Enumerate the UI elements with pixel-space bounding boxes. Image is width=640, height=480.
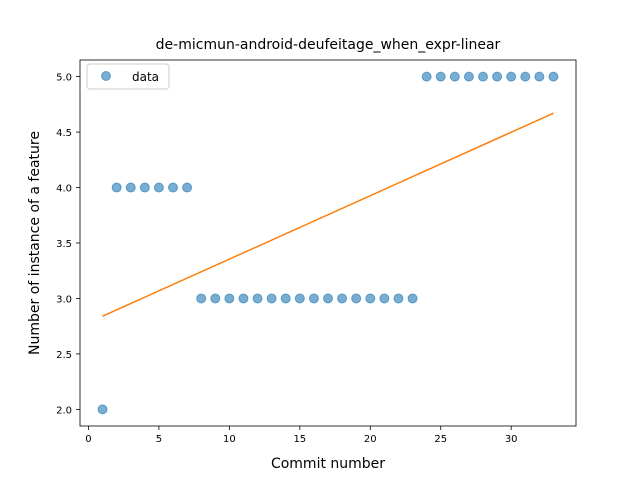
data-point <box>153 182 164 193</box>
data-point <box>393 293 404 304</box>
data-point <box>125 182 136 193</box>
legend: data <box>86 63 170 90</box>
data-point <box>111 182 122 193</box>
plot-area: 0 5 10 15 20 25 30 2.0 2.5 3.0 3.5 4.0 4.5 5.0 <box>56 59 577 445</box>
data-point <box>294 293 305 304</box>
x-tick-label: 5 <box>156 434 162 445</box>
data-point <box>520 71 531 82</box>
data-point <box>492 71 503 82</box>
data-point <box>323 293 333 304</box>
y-tick-label: 3.0 <box>56 294 72 305</box>
data-point <box>478 71 488 82</box>
data-point <box>337 293 348 304</box>
data-point <box>435 71 446 82</box>
x-tick-label: 0 <box>85 434 91 445</box>
data-point <box>407 293 418 304</box>
data-point <box>506 71 517 82</box>
y-tick-label: 3.5 <box>56 239 72 250</box>
x-tick-label: 25 <box>434 434 447 445</box>
data-point <box>379 293 390 304</box>
x-tick-label: 20 <box>364 434 377 445</box>
data-point <box>280 293 291 304</box>
y-tick-label: 2.0 <box>56 405 72 416</box>
data-point <box>351 293 362 304</box>
data-point <box>548 71 559 82</box>
legend-marker-data <box>101 71 111 81</box>
y-axis-label: Number of instance of a feature <box>27 131 43 355</box>
x-tick-label: 30 <box>505 434 518 445</box>
data-point <box>266 293 277 304</box>
data-point <box>463 71 474 82</box>
data-point <box>139 182 150 193</box>
y-tick-label: 5.0 <box>56 73 72 84</box>
x-axis-label: Commit number <box>271 456 385 472</box>
data-point <box>421 71 432 82</box>
legend-box <box>86 63 170 90</box>
data-point <box>238 293 249 304</box>
data-point <box>365 293 376 304</box>
chart-title: de-micmun-android-deufeitage_when_expr-l… <box>156 37 501 53</box>
y-tick-label: 4.0 <box>56 184 72 195</box>
x-tick-label: 10 <box>223 434 236 445</box>
data-point <box>449 71 460 82</box>
data-point <box>97 404 108 415</box>
data-point <box>308 293 319 304</box>
x-tick-label: 15 <box>293 434 306 445</box>
legend-label-data: data <box>132 70 159 84</box>
data-point <box>168 182 178 193</box>
data-point <box>224 293 235 304</box>
fit-line <box>102 112 554 317</box>
data-point <box>182 182 193 193</box>
y-tick-label: 4.5 <box>56 128 72 139</box>
y-tick-label: 2.5 <box>56 350 72 361</box>
data-point <box>196 293 207 304</box>
data-point <box>534 71 545 82</box>
data-point <box>252 293 263 304</box>
data-point <box>210 293 221 304</box>
